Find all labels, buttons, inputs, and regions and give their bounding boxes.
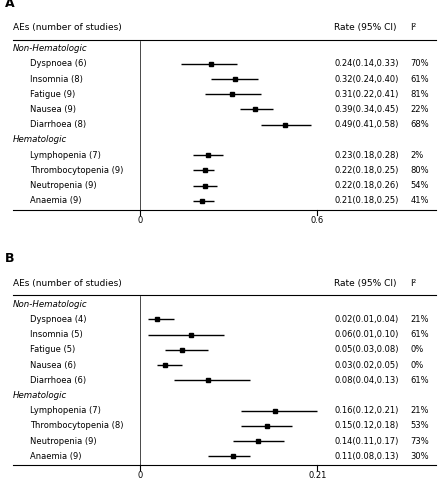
Text: Hematologic: Hematologic xyxy=(13,136,67,144)
Text: 0.16(0.12,0.21): 0.16(0.12,0.21) xyxy=(334,406,399,415)
Text: 22%: 22% xyxy=(410,105,429,114)
Text: Lymphopenia (7): Lymphopenia (7) xyxy=(30,150,101,160)
Text: 0: 0 xyxy=(137,472,143,480)
Text: AEs (number of studies): AEs (number of studies) xyxy=(13,23,122,32)
Text: 0.23(0.18,0.28): 0.23(0.18,0.28) xyxy=(334,150,399,160)
Text: 21%: 21% xyxy=(410,406,429,415)
Text: Fatigue (9): Fatigue (9) xyxy=(30,90,75,99)
Text: B: B xyxy=(5,252,14,265)
Text: AEs (number of studies): AEs (number of studies) xyxy=(13,278,122,287)
Text: Nausea (9): Nausea (9) xyxy=(30,105,76,114)
Text: A: A xyxy=(5,0,15,10)
Text: Nausea (6): Nausea (6) xyxy=(30,360,76,370)
Text: 0.14(0.11,0.17): 0.14(0.11,0.17) xyxy=(334,436,399,446)
Text: 0.32(0.24,0.40): 0.32(0.24,0.40) xyxy=(334,74,399,84)
Text: 21%: 21% xyxy=(410,315,429,324)
Text: Diarrhoea (8): Diarrhoea (8) xyxy=(30,120,86,129)
Text: Insomnia (5): Insomnia (5) xyxy=(30,330,83,339)
Text: 0.11(0.08,0.13): 0.11(0.08,0.13) xyxy=(334,452,399,461)
Text: Rate (95% CI): Rate (95% CI) xyxy=(334,23,397,32)
Text: 0.08(0.04,0.13): 0.08(0.04,0.13) xyxy=(334,376,399,385)
Text: Neutropenia (9): Neutropenia (9) xyxy=(30,436,97,446)
Text: 2%: 2% xyxy=(410,150,424,160)
Text: 0.06(0.01,0.10): 0.06(0.01,0.10) xyxy=(334,330,399,339)
Text: Non-Hematologic: Non-Hematologic xyxy=(13,300,88,308)
Text: Thrombocytopenia (9): Thrombocytopenia (9) xyxy=(30,166,124,175)
Text: 0.31(0.22,0.41): 0.31(0.22,0.41) xyxy=(334,90,399,99)
Text: Lymphopenia (7): Lymphopenia (7) xyxy=(30,406,101,415)
Text: Non-Hematologic: Non-Hematologic xyxy=(13,44,88,53)
Text: 53%: 53% xyxy=(410,422,429,430)
Text: 0: 0 xyxy=(137,216,143,225)
Text: 68%: 68% xyxy=(410,120,429,129)
Text: Insomnia (8): Insomnia (8) xyxy=(30,74,83,84)
Text: Anaemia (9): Anaemia (9) xyxy=(30,452,81,461)
Text: I²: I² xyxy=(410,278,417,287)
Text: Anaemia (9): Anaemia (9) xyxy=(30,196,81,205)
Text: 61%: 61% xyxy=(410,330,429,339)
Text: 41%: 41% xyxy=(410,196,429,205)
Text: 70%: 70% xyxy=(410,60,429,68)
Text: 0.15(0.12,0.18): 0.15(0.12,0.18) xyxy=(334,422,399,430)
Text: 61%: 61% xyxy=(410,74,429,84)
Text: 80%: 80% xyxy=(410,166,429,175)
Text: I²: I² xyxy=(410,23,417,32)
Text: 0.05(0.03,0.08): 0.05(0.03,0.08) xyxy=(334,346,399,354)
Text: Thrombocytopenia (8): Thrombocytopenia (8) xyxy=(30,422,124,430)
Text: Dyspnoea (6): Dyspnoea (6) xyxy=(30,60,87,68)
Text: Diarrhoea (6): Diarrhoea (6) xyxy=(30,376,86,385)
Text: 0.6: 0.6 xyxy=(311,216,324,225)
Text: 0.02(0.01,0.04): 0.02(0.01,0.04) xyxy=(334,315,399,324)
Text: 0%: 0% xyxy=(410,360,424,370)
Text: 0.21: 0.21 xyxy=(308,472,326,480)
Text: 0.24(0.14,0.33): 0.24(0.14,0.33) xyxy=(334,60,399,68)
Text: 54%: 54% xyxy=(410,181,429,190)
Text: 81%: 81% xyxy=(410,90,429,99)
Text: 73%: 73% xyxy=(410,436,429,446)
Text: 30%: 30% xyxy=(410,452,429,461)
Text: Hematologic: Hematologic xyxy=(13,391,67,400)
Text: 0%: 0% xyxy=(410,346,424,354)
Text: 0.22(0.18,0.25): 0.22(0.18,0.25) xyxy=(334,166,399,175)
Text: 0.03(0.02,0.05): 0.03(0.02,0.05) xyxy=(334,360,399,370)
Text: 61%: 61% xyxy=(410,376,429,385)
Text: 0.49(0.41,0.58): 0.49(0.41,0.58) xyxy=(334,120,399,129)
Text: 0.39(0.34,0.45): 0.39(0.34,0.45) xyxy=(334,105,399,114)
Text: Dyspnoea (4): Dyspnoea (4) xyxy=(30,315,87,324)
Text: Fatigue (5): Fatigue (5) xyxy=(30,346,75,354)
Text: Rate (95% CI): Rate (95% CI) xyxy=(334,278,397,287)
Text: 0.21(0.18,0.25): 0.21(0.18,0.25) xyxy=(334,196,399,205)
Text: Neutropenia (9): Neutropenia (9) xyxy=(30,181,97,190)
Text: 0.22(0.18,0.26): 0.22(0.18,0.26) xyxy=(334,181,399,190)
